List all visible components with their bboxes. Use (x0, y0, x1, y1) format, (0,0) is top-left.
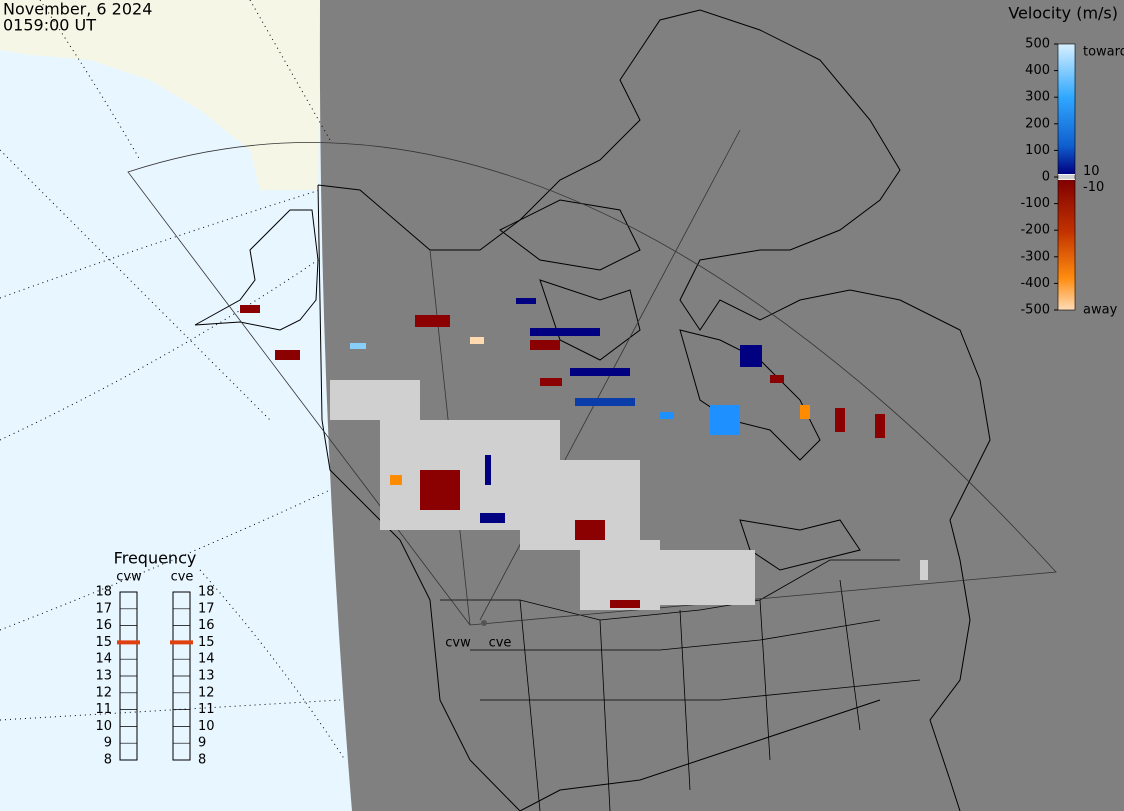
radar-name: cvw (116, 570, 142, 585)
radar-name: cve (171, 570, 194, 585)
colorbar-tick-label: 400 (1025, 63, 1050, 78)
frequency-tick-label: 18 (198, 585, 215, 600)
colorbar-tick-label: 300 (1025, 90, 1050, 105)
frequency-title: Frequency (114, 549, 197, 568)
colorbar-tick-label: 100 (1025, 143, 1050, 158)
colorbar-tick-label: 500 (1025, 37, 1050, 52)
frequency-tick-label: 17 (95, 601, 112, 616)
colorbar-tick-label: -400 (1020, 276, 1050, 291)
time: 0159:00 UT (3, 16, 96, 35)
frequency-tick-label: 14 (198, 652, 215, 667)
frequency-tick-label: 11 (95, 702, 112, 717)
frequency-tick-label: 12 (198, 685, 215, 700)
frequency-tick-label: 15 (95, 635, 112, 650)
colorbar-tick-label: -300 (1020, 249, 1050, 264)
colorbar-tick-label: -500 (1020, 303, 1050, 318)
frequency-tick-label: 13 (198, 669, 215, 684)
frequency-tick-label: 10 (95, 719, 112, 734)
away-label: away (1083, 303, 1118, 318)
site-label: cve (489, 636, 512, 651)
frequency-tick-label: 15 (198, 635, 215, 650)
frequency-tick-label: 9 (104, 736, 112, 751)
lat-lon-grid (0, 0, 346, 761)
velocity-cells (240, 298, 928, 610)
frequency-tick-label: 11 (198, 702, 215, 717)
colorbar-tick-label: -100 (1020, 196, 1050, 211)
colorbar-title: Velocity (m/s) (1008, 4, 1118, 23)
ocean (0, 0, 352, 811)
colorbar-inner-label: 10 (1083, 164, 1100, 179)
frequency-tick-label: 8 (198, 753, 206, 768)
site-label: cvw (445, 636, 471, 651)
alaska (194, 209, 319, 331)
frequency-tick-label: 12 (95, 685, 112, 700)
site-marker (481, 620, 487, 626)
frequency-tick-label: 16 (198, 618, 215, 633)
frequency-tick-label: 16 (95, 618, 112, 633)
frequency-tick-label: 10 (198, 719, 215, 734)
frequency-tick-label: 17 (198, 601, 215, 616)
date: November, 6 2024 (3, 0, 152, 19)
borders (440, 559, 921, 811)
colorbar-tick-label: 200 (1025, 116, 1050, 131)
frequency-tick-label: 13 (95, 669, 112, 684)
colorbar-inner-label: -10 (1083, 180, 1104, 195)
frequency-tick-label: 9 (198, 736, 206, 751)
sunlit-land (0, 0, 320, 190)
colorbar (1057, 43, 1076, 311)
frequency-tick-label: 14 (95, 652, 112, 667)
colorbar-tick-label: -200 (1020, 223, 1050, 238)
frequency-tick-label: 8 (104, 753, 112, 768)
frequency-tick-label: 18 (95, 585, 112, 600)
colorbar-tick-label: 0 (1042, 170, 1050, 185)
toward-label: toward (1083, 45, 1124, 60)
